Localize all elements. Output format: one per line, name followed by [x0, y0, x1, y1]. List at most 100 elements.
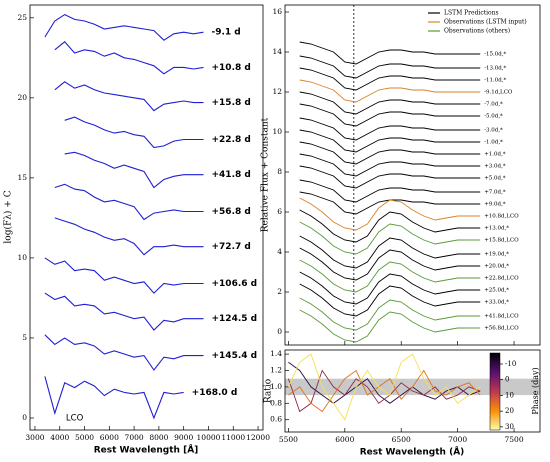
spectrum-label: +15.8d,LCO [484, 238, 519, 244]
spectrum-line [44, 292, 204, 331]
spectrum-line [299, 209, 481, 243]
annotation: LCO [66, 413, 84, 423]
y-tick-label: 15 [17, 173, 27, 182]
spectrum-label: +10.8 d [212, 63, 251, 73]
spectrum-line [299, 117, 481, 141]
spectrum-label: +10.8d,LCO [484, 214, 519, 220]
legend-label: Observations (LSTM input) [444, 19, 527, 26]
spectrum-line [299, 247, 481, 281]
colorbar [489, 352, 501, 431]
spectrum-line [299, 67, 481, 91]
spectrum-label: +22.8 d [212, 135, 251, 145]
spectrum-line [299, 197, 481, 231]
plot-frame [284, 349, 541, 433]
x-tick-label: 7500 [505, 435, 524, 444]
spectrum-line [299, 153, 481, 177]
x-tick-label: 5500 [279, 435, 298, 444]
spectrum-line [299, 55, 481, 79]
spectrum-line [54, 217, 204, 256]
y-tick-label: 1.0 [270, 382, 282, 391]
plot-frame [29, 4, 264, 431]
y-tick-label: 10 [17, 253, 27, 262]
spectrum-label: +3.0d,* [484, 164, 506, 170]
colorbar-tick-label: 30 [505, 423, 514, 431]
spectrum-label: +33.0d,* [484, 300, 509, 306]
spectrum-line [44, 13, 204, 41]
colorbar-tick-label: 0 [505, 376, 509, 384]
spectrum-line [44, 334, 204, 371]
spectrum-line [299, 91, 481, 115]
x-tick-label: 8000 [149, 433, 168, 442]
spectrum-label: -9.1 d [212, 28, 241, 38]
colorbar-tick-label: -10 [505, 360, 516, 368]
spectrum-label: +22.8d,LCO [484, 276, 519, 282]
spectrum-line [299, 297, 481, 331]
spectrum-line [44, 376, 184, 420]
spectrum-label: -5.0d,* [484, 114, 503, 120]
spectrum-label: -9.1d,LCO [484, 90, 513, 96]
y-tick-label: 0 [277, 327, 282, 336]
y-axis-label: Relative Flux + Constant [261, 117, 271, 232]
spectrum-line [288, 369, 481, 413]
y-tick-label: 8 [277, 167, 282, 176]
x-tick-label: 6000 [335, 435, 354, 444]
x-tick-label: 6500 [392, 435, 411, 444]
spectrum-label: +72.7 d [212, 242, 251, 252]
spectrum-line [299, 41, 481, 65]
x-tick-label: 10000 [197, 433, 221, 442]
spectrum-line [299, 79, 481, 103]
plot-frame [284, 4, 541, 346]
spectrum-line [299, 235, 481, 269]
spectrum-label: +145.4 d [212, 351, 258, 361]
spectrum-line [299, 179, 481, 203]
spectrum-label: +19.0d,* [484, 252, 509, 258]
y-tick-label: 12 [272, 87, 282, 96]
colorbar-tick-label: 20 [505, 407, 514, 415]
spectrum-label: -13.0d,* [484, 66, 506, 72]
y-tick-label: 2 [277, 287, 282, 296]
spectrum-line [299, 165, 481, 189]
spectrum-label: +41.8d,LCO [484, 314, 519, 320]
y-tick-label: 14 [272, 47, 282, 56]
spectrum-line [54, 81, 204, 112]
spectrum-line [299, 103, 481, 127]
x-tick-label: 3000 [25, 433, 44, 442]
spectrum-line [287, 353, 481, 421]
colorbar-tick-label: 10 [505, 391, 514, 399]
spectrum-line [299, 309, 481, 343]
x-tick-label: 9000 [174, 433, 193, 442]
spectrum-line [299, 221, 481, 255]
spectrum-line [299, 141, 481, 165]
colorbar-label: Phase (day) [531, 367, 540, 414]
spectrum-label: -11.0d,* [484, 78, 506, 84]
spectrum-label: +56.8 d [212, 207, 251, 217]
y-tick-label: 6 [277, 207, 282, 216]
y-tick-label: 16 [272, 7, 282, 16]
x-tick-label: 11000 [221, 433, 245, 442]
spectrum-label: +5.0d,* [484, 176, 506, 182]
spectrum-line [299, 283, 481, 317]
spectrum-label: +7.0d,* [484, 190, 506, 196]
spectrum-line [287, 369, 481, 413]
spectrum-label: +106.6 d [212, 279, 258, 289]
spectrum-line [54, 41, 204, 75]
spectrum-label: -1.0d,* [484, 140, 503, 146]
spectrum-line [64, 151, 204, 189]
legend-label: LSTM Predictions [444, 10, 499, 17]
x-tick-label: 4000 [50, 433, 69, 442]
x-axis-label: Rest Wavelength (Å) [360, 447, 465, 458]
x-axis-label: Rest Wavelength [Å] [94, 445, 199, 456]
spectrum-label: +13.0d,* [484, 226, 509, 232]
spectrum-label: +25.0d,* [484, 288, 509, 294]
y-tick-label: 20 [17, 93, 27, 102]
spectrum-label: -7.0d,* [484, 102, 503, 108]
spectrum-label: +56.8d,LCO [484, 326, 519, 332]
y-tick-label: 5 [22, 333, 27, 342]
spectrum-line [299, 271, 481, 305]
spectrum-label: +41.8 d [212, 170, 251, 180]
spectrum-line [299, 129, 481, 153]
x-tick-label: 7000 [448, 435, 467, 444]
y-tick-label: 4 [277, 247, 282, 256]
x-tick-label: 12000 [246, 433, 270, 442]
